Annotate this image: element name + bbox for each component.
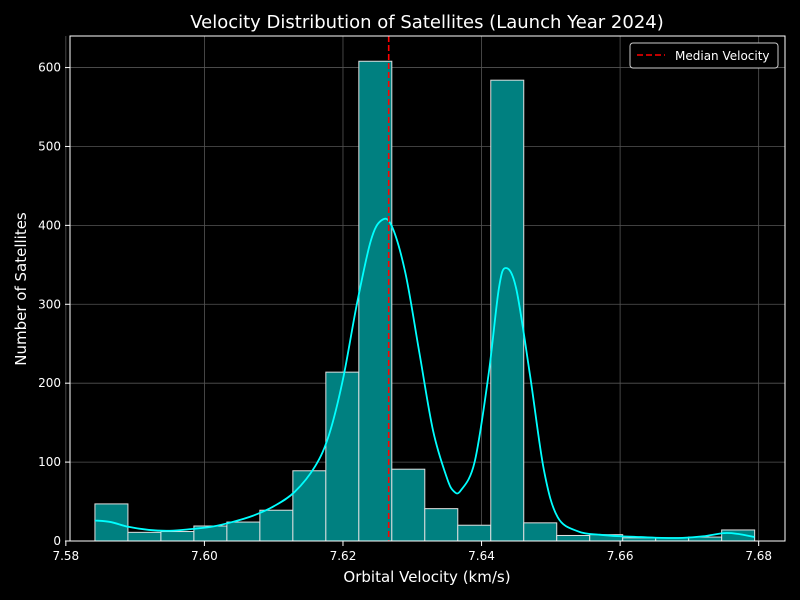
histogram-bar-11 (457, 524, 492, 542)
histogram-bar-4 (226, 521, 261, 542)
kde-curve-group (94, 217, 755, 539)
legend: Median Velocity (629, 42, 779, 69)
plot-frame (69, 35, 786, 542)
x-axis-label: Orbital Velocity (km/s) (343, 568, 510, 586)
x-tick-label-1: 7.60 (191, 549, 218, 563)
y-axis-label: Number of Satellites (12, 212, 30, 366)
x-tick-label-4: 7.66 (607, 549, 634, 563)
histogram-bar-8 (358, 60, 393, 542)
x-axis-ticks: 7.58 7.60 7.62 7.64 7.66 7.68 (52, 541, 772, 563)
histogram-bar-2 (160, 531, 195, 542)
histogram-bar-9 (391, 468, 426, 542)
y-tick-label-0: 0 (53, 534, 61, 548)
histogram-bar-1 (127, 531, 162, 542)
x-tick-label-3: 7.64 (468, 549, 495, 563)
legend-median-label: Median Velocity (675, 49, 770, 63)
x-tick-label-2: 7.62 (330, 549, 357, 563)
histogram-bar-14 (556, 534, 591, 542)
y-tick-label-3: 300 (38, 297, 61, 311)
legend-box (629, 42, 779, 69)
histogram-bar-6 (292, 470, 327, 542)
y-tick-label-4: 400 (38, 218, 61, 232)
grid-lines (65, 36, 785, 542)
histogram-bar-10 (424, 508, 459, 542)
x-tick-label-0: 7.58 (52, 549, 79, 563)
histogram-bars (94, 60, 756, 542)
histogram-bar-7 (325, 371, 360, 542)
x-tick-label-5: 7.68 (745, 549, 772, 563)
histogram-bar-13 (523, 522, 558, 542)
chart-title: Velocity Distribution of Satellites (Lau… (190, 12, 664, 33)
y-tick-label-5: 500 (38, 139, 61, 153)
kde-curve (94, 217, 755, 539)
y-tick-label-1: 100 (38, 455, 61, 469)
y-tick-label-2: 200 (38, 376, 61, 390)
y-axis-ticks: 0 100 200 300 400 500 600 (38, 61, 70, 548)
y-tick-label-6: 600 (38, 61, 61, 75)
histogram-bar-5 (259, 509, 294, 542)
